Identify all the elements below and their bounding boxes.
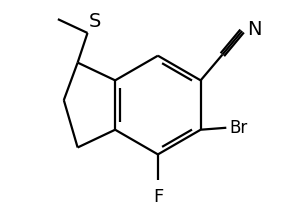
Text: F: F <box>153 188 163 206</box>
Text: S: S <box>88 12 101 31</box>
Text: N: N <box>247 20 262 39</box>
Text: Br: Br <box>229 119 248 137</box>
